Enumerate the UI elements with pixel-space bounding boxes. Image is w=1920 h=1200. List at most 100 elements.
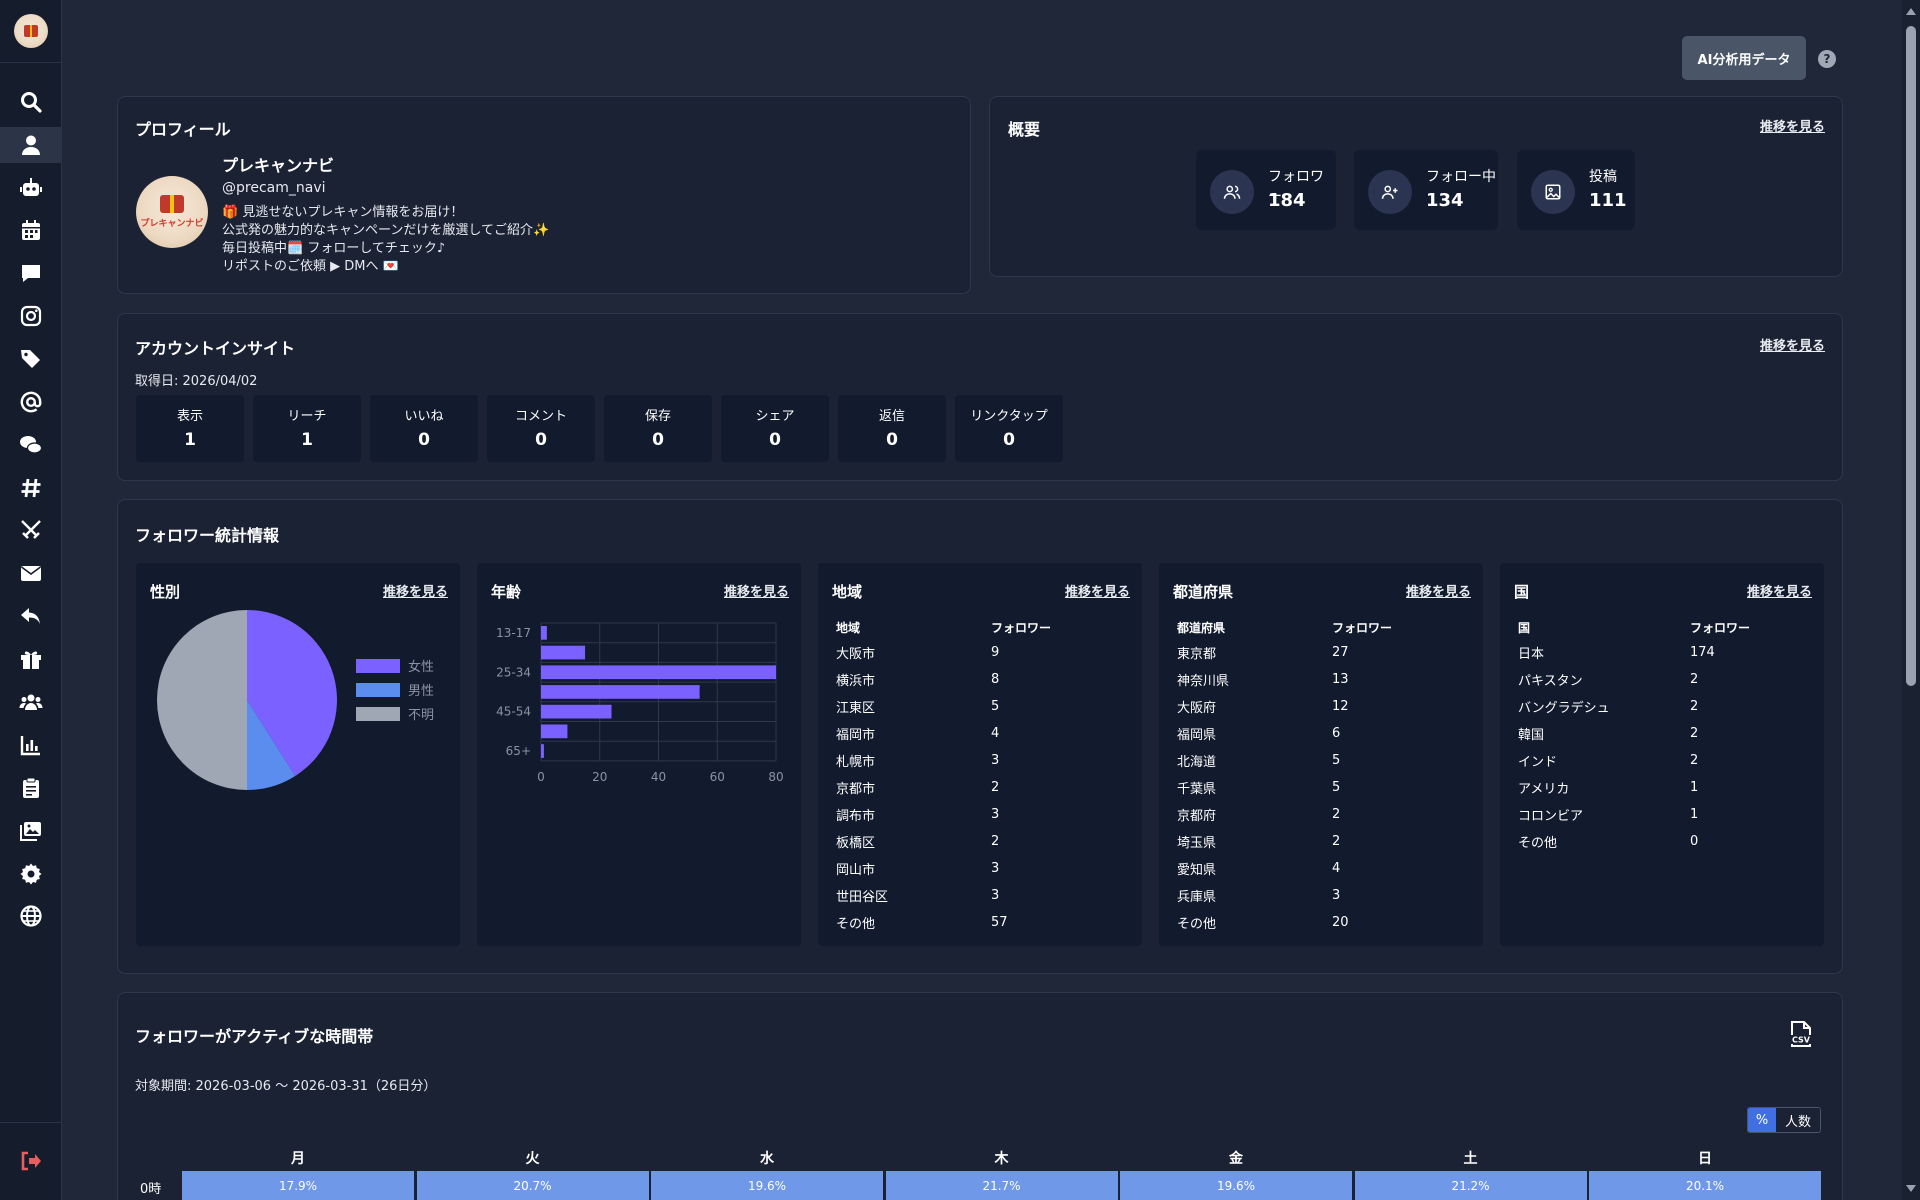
bar	[541, 626, 547, 640]
table-row: 日本 174	[1518, 639, 1808, 666]
sidebar-item-followers[interactable]	[0, 684, 62, 720]
sidebar-item-mentions[interactable]	[0, 384, 62, 420]
avatar: プレキャンナビ	[136, 176, 208, 248]
sidebar-item-logout[interactable]	[0, 1143, 62, 1179]
sidebar-item-comments[interactable]	[0, 427, 62, 463]
age-bar-chart: 0 20 40 60 80 13-17 25-34 45-54 65+	[496, 622, 784, 784]
sidebar-item-competitors[interactable]	[0, 512, 62, 548]
stat-posts: 投稿 111	[1517, 150, 1635, 230]
legend-swatch	[356, 659, 400, 673]
row-label: 世田谷区	[836, 890, 889, 905]
row-label: 板橋区	[836, 836, 876, 851]
stat-label: フォロワー	[1268, 169, 1324, 205]
row-label: アメリカ	[1518, 782, 1570, 797]
row-label: パキスタン	[1518, 674, 1583, 689]
sidebar-item-settings[interactable]	[0, 856, 62, 892]
bio-line: 公式発の魅力的なキャンペーンだけを厳選してご紹介✨	[222, 223, 550, 238]
region-title: 地域	[832, 583, 863, 601]
active-hours-card: フォロワーがアクティブな時間帯 対象期間: 2026-03-06 〜 2026-…	[117, 992, 1843, 1200]
ai-data-button[interactable]: AI分析用データ	[1682, 36, 1806, 80]
insight-impressions: 表示 1	[136, 395, 244, 462]
scroll-thumb[interactable]	[1906, 26, 1916, 686]
sidebar-item-reply[interactable]	[0, 598, 62, 634]
overview-trend-link[interactable]: 推移を見る	[1759, 120, 1825, 135]
row-value: 27	[1332, 645, 1349, 660]
sidebar-item-reports[interactable]	[0, 770, 62, 806]
prefecture-trend-link[interactable]: 推移を見る	[1405, 585, 1471, 600]
table-row: 北海道 5	[1177, 747, 1467, 774]
swords-icon	[21, 520, 41, 539]
legend-label: 男性	[408, 684, 434, 699]
scroll-up-arrow[interactable]	[1906, 8, 1916, 15]
app-logo[interactable]	[14, 14, 48, 48]
table-row: 調布市 3	[836, 801, 1126, 828]
bar	[541, 665, 776, 680]
sidebar-item-instagram[interactable]	[0, 298, 62, 334]
table-row: その他 57	[836, 909, 1126, 936]
tags-icon	[21, 350, 40, 368]
sidebar-item-comment[interactable]	[0, 255, 62, 291]
hashtag-icon	[21, 478, 41, 498]
page-scrollbar[interactable]	[1902, 0, 1920, 1200]
region-card: 地域 推移を見る 地域 フォロワー 大阪市 9 横浜市 8 江東区 5 福岡市 4 札幌市 3 京都市…	[818, 563, 1142, 946]
heatmap-cell: 20.1%	[1589, 1171, 1821, 1200]
users-icon	[19, 694, 43, 710]
sidebar-item-language[interactable]	[0, 898, 62, 934]
sidebar-item-campaign[interactable]	[0, 641, 62, 677]
row-value: 3	[991, 807, 1000, 822]
sidebar-item-tags[interactable]	[0, 341, 62, 377]
sidebar-item-media[interactable]	[0, 813, 62, 849]
insight-value: 1	[301, 430, 313, 450]
row-value: 5	[1332, 780, 1341, 795]
users-icon	[1210, 170, 1254, 214]
country-trend-link[interactable]: 推移を見る	[1746, 585, 1812, 600]
col-header: 国	[1518, 620, 1531, 635]
help-icon[interactable]: ?	[1818, 50, 1836, 68]
globe-icon	[20, 905, 42, 927]
sidebar-item-messages[interactable]	[0, 555, 62, 591]
sidebar-item-bot[interactable]	[0, 170, 62, 206]
insight-likes: いいね 0	[370, 395, 478, 462]
country-card: 国 推移を見る 国フォロワー 日本 174 パキスタン 2 バングラデシュ 2 韓国 2 インド…	[1500, 563, 1824, 946]
sidebar-item-analytics[interactable]	[0, 727, 62, 763]
calendar-icon	[22, 220, 40, 240]
heatmap-cell: 21.2%	[1354, 1171, 1587, 1200]
scroll-down-arrow[interactable]	[1906, 1185, 1916, 1192]
table-row: 愛知県 4	[1177, 855, 1467, 882]
sidebar-item-hashtag[interactable]	[0, 470, 62, 506]
images-icon	[20, 822, 41, 841]
logout-icon	[21, 1151, 41, 1171]
insight-value: 0	[418, 430, 430, 450]
row-label: 大阪市	[836, 647, 876, 662]
gender-trend-link[interactable]: 推移を見る	[382, 585, 448, 600]
bio-line: リポストのご依頼 ▶ DMへ 💌	[222, 259, 399, 274]
sidebar-item-search[interactable]	[0, 84, 62, 120]
row-value: 3	[1332, 888, 1341, 903]
legend-swatch	[356, 683, 400, 697]
row-value: 9	[991, 645, 1000, 660]
csv-file-icon[interactable]: CSV	[1788, 1020, 1814, 1048]
row-label: 大阪府	[1177, 701, 1217, 716]
row-value: 2	[1690, 726, 1699, 741]
table-row: 韓国 2	[1518, 720, 1808, 747]
insight-comments: コメント 0	[487, 395, 595, 462]
sidebar-item-calendar[interactable]	[0, 212, 62, 248]
day-header: 木	[994, 1151, 1009, 1167]
insight-link-taps: リンクタップ 0	[955, 395, 1063, 462]
sidebar-item-profile[interactable]	[0, 127, 62, 163]
insights-trend-link[interactable]: 推移を見る	[1759, 339, 1825, 354]
table-row: 大阪市 9	[836, 639, 1126, 666]
toggle-count[interactable]: 人数	[1776, 1108, 1820, 1132]
toggle-percent[interactable]: %	[1748, 1108, 1776, 1132]
pie-slice	[157, 610, 247, 790]
pie-slice	[247, 700, 296, 790]
region-trend-link[interactable]: 推移を見る	[1064, 585, 1130, 600]
row-value: 2	[991, 834, 1000, 849]
day-header: 金	[1229, 1151, 1243, 1167]
x-tick-label: 40	[651, 770, 666, 784]
prefecture-table: 都道府県 フォロワー 東京都 27 神奈川県 13 大阪府 12 福岡県 6 北海道 5 千葉県 5 京都…	[1177, 615, 1467, 936]
stat-followers: フォロワー 184	[1196, 150, 1336, 230]
age-trend-link[interactable]: 推移を見る	[723, 585, 789, 600]
search-icon	[21, 92, 42, 113]
row-value: 2	[1332, 834, 1341, 849]
